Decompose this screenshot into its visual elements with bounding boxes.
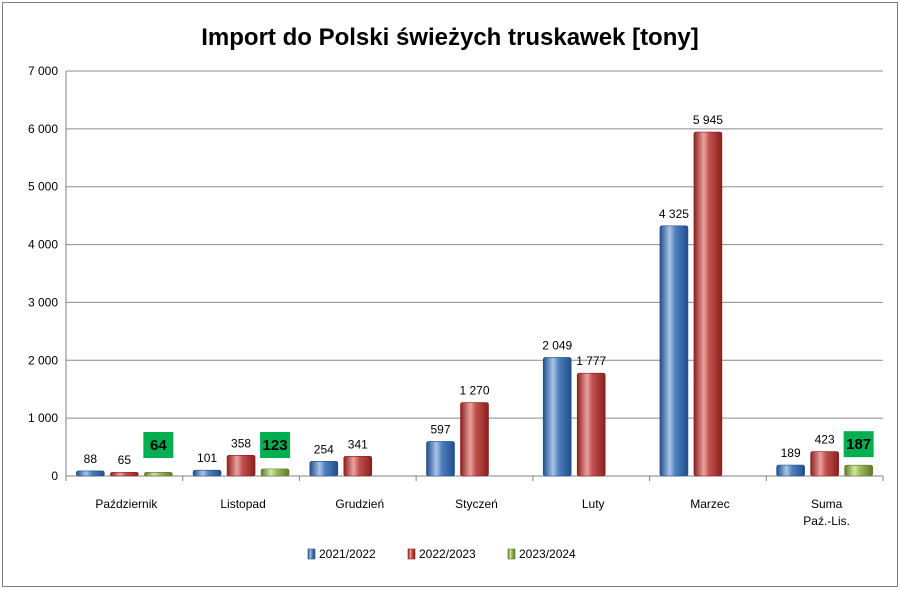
legend: 2021/2022 2022/2023 2023/2024 xyxy=(307,547,576,561)
data-label: 189 xyxy=(781,446,801,460)
chart-title: Import do Polski świeżych truskawek [ton… xyxy=(201,24,698,51)
data-label: 101 xyxy=(197,451,217,465)
bar-2021-2022-0 xyxy=(76,470,105,477)
data-label: 597 xyxy=(430,422,450,436)
legend-label: 2022/2023 xyxy=(419,547,476,561)
legend-swatch xyxy=(307,548,316,560)
x-tick-label: Suma xyxy=(811,497,843,511)
bar-2022-2023-5 xyxy=(693,131,723,477)
bar-2022-2023-1 xyxy=(226,454,256,477)
bars xyxy=(76,131,873,477)
x-tick-label: Listopad xyxy=(220,497,265,511)
bar-2021-2022-1 xyxy=(192,469,222,477)
bar-2023-2024-1 xyxy=(260,468,290,477)
data-label: 64 xyxy=(150,437,167,454)
data-label: 88 xyxy=(84,452,98,466)
x-tick-label: Marzec xyxy=(690,497,729,511)
x-tick-label: Styczeń xyxy=(455,497,498,511)
y-tick-label: 7 000 xyxy=(28,64,58,78)
bar-2021-2022-6 xyxy=(776,464,805,477)
legend-label: 2023/2024 xyxy=(519,547,576,561)
highlight-label-box xyxy=(843,431,874,458)
legend-label: 2021/2022 xyxy=(319,547,376,561)
data-label: 1 270 xyxy=(459,384,489,398)
x-tick-label: Paź.-Lis. xyxy=(803,514,850,528)
data-label: 1 777 xyxy=(576,354,606,368)
bar-2022-2023-0 xyxy=(110,471,139,477)
gridlines xyxy=(66,70,883,477)
data-label: 358 xyxy=(231,436,251,450)
highlight-label-box xyxy=(143,432,174,458)
data-label: 2 049 xyxy=(542,338,572,352)
y-tick-label: 2 000 xyxy=(28,353,58,367)
bar-2022-2023-4 xyxy=(576,372,606,477)
bar-2022-2023-3 xyxy=(460,402,489,477)
y-tick-label: 3 000 xyxy=(28,295,58,309)
bar-2021-2022-2 xyxy=(309,461,339,477)
bar-2021-2022-4 xyxy=(542,357,572,477)
y-tick-label: 0 xyxy=(51,469,58,483)
y-axis: 0 1 000 2 000 3 000 4 000 5 000 6 000 7 000 xyxy=(28,64,67,483)
bar-2021-2022-3 xyxy=(426,441,455,477)
bar-2023-2024-0 xyxy=(144,471,173,477)
highlight-label-box xyxy=(260,432,291,458)
bar-2023-2024-6 xyxy=(844,464,873,477)
data-label: 4 325 xyxy=(659,207,689,221)
x-tick-label: Październik xyxy=(95,497,158,511)
x-tick-label: Luty xyxy=(582,497,605,511)
data-label: 65 xyxy=(118,453,132,467)
bar-2022-2023-6 xyxy=(810,451,839,477)
bar-2022-2023-2 xyxy=(343,455,373,477)
bar-2021-2022-5 xyxy=(659,225,689,477)
data-label: 423 xyxy=(815,433,835,447)
data-labels: 88 65 64 101 358 123 254 341 597 1 270 2 049 1 777 4… xyxy=(84,113,874,467)
data-label: 5 945 xyxy=(693,113,723,127)
y-tick-label: 5 000 xyxy=(28,180,58,194)
x-tick-label: Grudzień xyxy=(335,497,384,511)
y-tick-label: 4 000 xyxy=(28,238,58,252)
y-tick-label: 6 000 xyxy=(28,122,58,136)
data-label: 341 xyxy=(348,437,368,451)
x-axis: Październik Listopad Grudzień Styczeń Luty Ma… xyxy=(65,476,884,528)
data-label: 123 xyxy=(263,437,288,454)
bar-chart: Import do Polski świeżych truskawek [ton… xyxy=(28,24,884,561)
data-label: 254 xyxy=(314,442,334,456)
data-label: 187 xyxy=(846,436,871,453)
y-tick-label: 1 000 xyxy=(28,411,58,425)
legend-swatch xyxy=(407,548,416,560)
legend-swatch xyxy=(507,548,516,560)
